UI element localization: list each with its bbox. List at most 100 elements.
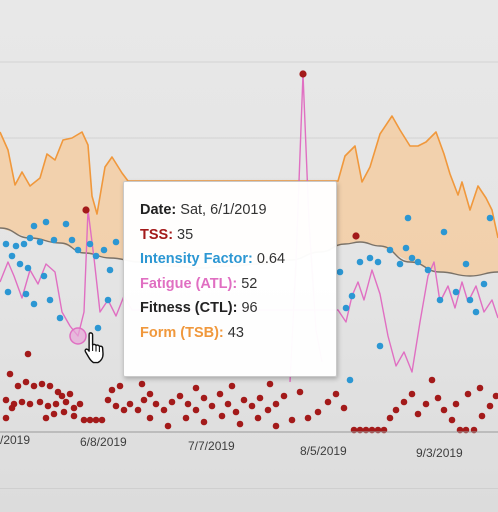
- intensity-point[interactable]: [356, 258, 364, 266]
- intensity-point[interactable]: [480, 280, 488, 288]
- tss-point[interactable]: [60, 408, 68, 416]
- intensity-point[interactable]: [24, 264, 32, 272]
- tss-point[interactable]: [24, 350, 32, 358]
- tss-point[interactable]: [104, 396, 112, 404]
- tss-point[interactable]: [52, 400, 60, 408]
- tss-point[interactable]: [2, 414, 10, 422]
- tss-point[interactable]: [76, 400, 84, 408]
- tss-point[interactable]: [492, 392, 498, 400]
- tss-point[interactable]: [50, 410, 58, 418]
- intensity-point[interactable]: [86, 240, 94, 248]
- tss-point[interactable]: [80, 416, 88, 424]
- tss-point[interactable]: [116, 382, 124, 390]
- tss-point[interactable]: [448, 416, 456, 424]
- tss-point[interactable]: [160, 406, 168, 414]
- tss-point[interactable]: [280, 392, 288, 400]
- tss-point[interactable]: [478, 412, 486, 420]
- tss-point[interactable]: [26, 400, 34, 408]
- tss-point[interactable]: [184, 400, 192, 408]
- tss-point[interactable]: [168, 398, 176, 406]
- tss-point[interactable]: [146, 390, 154, 398]
- tss-point[interactable]: [228, 382, 236, 390]
- tss-point[interactable]: [70, 404, 78, 412]
- tss-point[interactable]: [30, 382, 38, 390]
- tss-point[interactable]: [476, 384, 484, 392]
- tss-point[interactable]: [304, 414, 312, 422]
- intensity-points-series[interactable]: [2, 214, 494, 384]
- tss-point[interactable]: [182, 414, 190, 422]
- intensity-point[interactable]: [56, 314, 64, 322]
- tss-point[interactable]: [224, 400, 232, 408]
- intensity-point[interactable]: [100, 246, 108, 254]
- intensity-point[interactable]: [440, 228, 448, 236]
- tss-point[interactable]: [164, 422, 172, 430]
- intensity-point[interactable]: [402, 244, 410, 252]
- tss-point[interactable]: [422, 400, 430, 408]
- tss-point[interactable]: [70, 412, 78, 420]
- intensity-point[interactable]: [106, 266, 114, 274]
- intensity-point[interactable]: [8, 252, 16, 260]
- intensity-point[interactable]: [414, 258, 422, 266]
- tss-point[interactable]: [240, 396, 248, 404]
- intensity-point[interactable]: [346, 376, 354, 384]
- intensity-point[interactable]: [424, 266, 432, 274]
- intensity-point[interactable]: [348, 292, 356, 300]
- tss-point[interactable]: [218, 412, 226, 420]
- intensity-point[interactable]: [408, 254, 416, 262]
- intensity-point[interactable]: [436, 296, 444, 304]
- tss-point[interactable]: [272, 400, 280, 408]
- tss-point[interactable]: [408, 390, 416, 398]
- tss-point[interactable]: [200, 418, 208, 426]
- tss-point[interactable]: [288, 416, 296, 424]
- tss-point[interactable]: [232, 408, 240, 416]
- tss-point[interactable]: [58, 392, 66, 400]
- tss-point[interactable]: [108, 386, 116, 394]
- intensity-point[interactable]: [104, 296, 112, 304]
- hover-point[interactable]: [69, 327, 87, 345]
- tss-point[interactable]: [434, 394, 442, 402]
- tss-point[interactable]: [18, 398, 26, 406]
- tss-point[interactable]: [464, 390, 472, 398]
- intensity-point[interactable]: [466, 296, 474, 304]
- intensity-point[interactable]: [366, 254, 374, 262]
- tss-point[interactable]: [332, 390, 340, 398]
- intensity-point[interactable]: [4, 288, 12, 296]
- tss-point[interactable]: [208, 402, 216, 410]
- tss-point[interactable]: [266, 380, 274, 388]
- tss-point[interactable]: [386, 414, 394, 422]
- intensity-point[interactable]: [396, 260, 404, 268]
- tss-point[interactable]: [296, 388, 304, 396]
- tss-point[interactable]: [486, 402, 494, 410]
- tss-point[interactable]: [42, 414, 50, 422]
- intensity-point[interactable]: [36, 238, 44, 246]
- tss-point[interactable]: [46, 382, 54, 390]
- intensity-point[interactable]: [30, 300, 38, 308]
- tss-point[interactable]: [138, 380, 146, 388]
- tss-point[interactable]: [400, 398, 408, 406]
- intensity-point[interactable]: [42, 218, 50, 226]
- tss-point[interactable]: [44, 402, 52, 410]
- tss-point[interactable]: [192, 406, 200, 414]
- intensity-point[interactable]: [68, 236, 76, 244]
- tss-point[interactable]: [248, 402, 256, 410]
- tss-point[interactable]: [120, 406, 128, 414]
- tss-point[interactable]: [254, 414, 262, 422]
- tss-point[interactable]: [152, 400, 160, 408]
- tss-point[interactable]: [112, 402, 120, 410]
- tss-point[interactable]: [140, 396, 148, 404]
- intensity-point[interactable]: [92, 252, 100, 260]
- tss-point[interactable]: [126, 400, 134, 408]
- intensity-point[interactable]: [46, 296, 54, 304]
- tss-point[interactable]: [92, 416, 100, 424]
- intensity-point[interactable]: [374, 258, 382, 266]
- tss-point[interactable]: [192, 384, 200, 392]
- intensity-point[interactable]: [26, 234, 34, 242]
- form-line[interactable]: [0, 115, 498, 239]
- tss-point[interactable]: [256, 394, 264, 402]
- intensity-point[interactable]: [472, 308, 480, 316]
- intensity-point[interactable]: [486, 214, 494, 222]
- tss-point[interactable]: [6, 370, 14, 378]
- tss-point[interactable]: [146, 414, 154, 422]
- tss-point[interactable]: [440, 406, 448, 414]
- intensity-point[interactable]: [452, 288, 460, 296]
